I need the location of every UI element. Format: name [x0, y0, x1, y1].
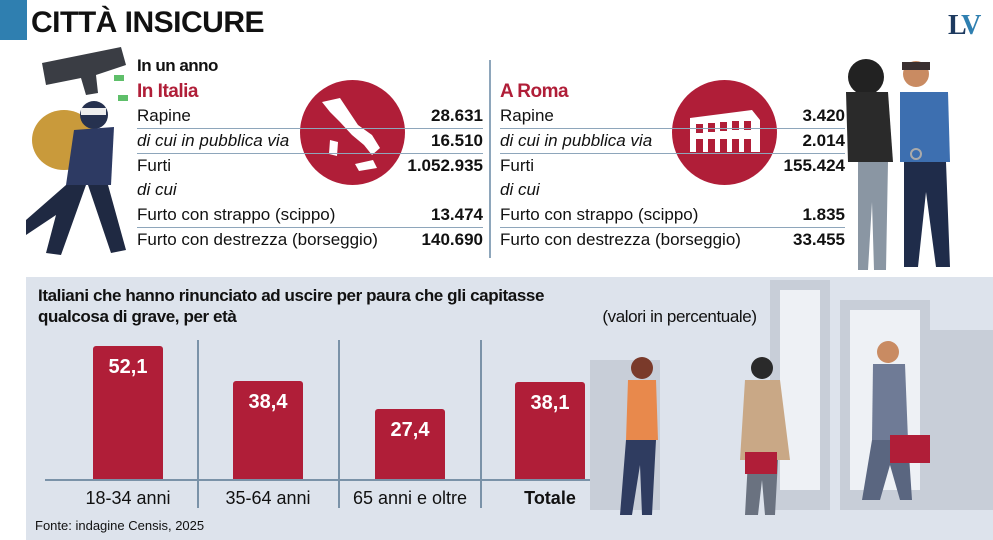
table-row: Furto con destrezza (borseggio) 140.690 [137, 228, 483, 253]
intro-label: In un anno [137, 56, 218, 75]
row-label: Furto con destrezza (borseggio) [137, 229, 378, 249]
row-label: di cui [137, 180, 177, 200]
category-label: 65 anni e oltre [352, 488, 468, 508]
businessman-figure [862, 341, 930, 500]
row-value: 140.690 [421, 229, 483, 249]
row-value: 1.052.935 [407, 155, 483, 175]
row-value: 16.510 [431, 130, 483, 150]
bar-1 [93, 346, 163, 479]
row-label: di cui [500, 180, 540, 200]
woman-figure [620, 357, 658, 515]
table-row: Furto con destrezza (borseggio) 33.455 [500, 228, 845, 253]
table-row: Furti 1.052.935 [137, 154, 483, 179]
category-divider [197, 340, 199, 508]
category-divider [338, 340, 340, 508]
x-axis [45, 479, 590, 481]
bar-2 [233, 381, 303, 479]
table-row: Furti 155.424 [500, 154, 845, 179]
row-label: di cui in pubblica via [137, 130, 290, 150]
page-title: CITTÀ INSICURE [31, 6, 265, 39]
man-figure [740, 357, 790, 515]
logo: LV [948, 10, 981, 41]
row-label: Furto con destrezza (borseggio) [500, 229, 741, 249]
table-row: di cui [500, 178, 845, 203]
roma-heading: A Roma [500, 81, 569, 102]
row-value: 2.014 [802, 130, 845, 150]
table-row: Furto con strappo (scippo) 1.835 [500, 203, 845, 228]
thief-illustration [26, 47, 128, 255]
bar-value-label: 52,1 [108, 356, 148, 379]
italy-map-icon [300, 80, 405, 185]
row-label: Rapine [500, 106, 554, 125]
gun-icon [42, 47, 126, 95]
table-row: di cui in pubblica via 16.510 [137, 129, 483, 154]
bar-value-label: 27,4 [390, 419, 430, 442]
bar-3 [375, 409, 445, 479]
city-commuters-illustration [590, 280, 993, 515]
chart-title-bold: Italiani che hanno rinunciato ad uscire … [38, 286, 545, 326]
chart-panel [26, 277, 993, 540]
table-row: Rapine 3.420 [500, 104, 845, 129]
row-label: Furti [137, 155, 171, 175]
bar-4 [515, 381, 585, 479]
table-row: di cui [137, 178, 483, 203]
chart-subtitle: (valori in percentuale) [602, 307, 757, 326]
table-row: Rapine 28.631 [137, 104, 483, 129]
title-accent [0, 0, 27, 40]
colosseum-icon [672, 80, 777, 185]
row-value: 155.424 [783, 155, 845, 175]
arrest-illustration [846, 59, 950, 270]
bar-value-label: 38,1 [530, 391, 570, 414]
bar-value-label: 38,4 [248, 391, 288, 414]
row-value: 13.474 [431, 205, 483, 225]
section-divider [489, 60, 491, 258]
row-label: Furti [500, 155, 534, 175]
table-row: Furto con strappo (scippo) 13.474 [137, 203, 483, 228]
roma-table: Rapine 3.420 di cui in pubblica via 2.014 … [500, 104, 845, 253]
row-label: Furto con strappo (scippo) [137, 205, 336, 225]
row-value: 1.835 [802, 205, 845, 225]
category-label: 18-34 anni [85, 488, 171, 508]
row-label: di cui in pubblica via [500, 130, 653, 150]
row-label: Rapine [137, 106, 191, 125]
row-value: 3.420 [802, 106, 845, 125]
source-note: Fonte: indagine Censis, 2025 [35, 518, 205, 533]
category-divider [480, 340, 482, 508]
italia-table: Rapine 28.631 di cui in pubblica via 16.51… [137, 104, 483, 253]
row-value: 28.631 [431, 106, 483, 125]
category-label: 35-64 anni [225, 488, 311, 508]
table-row: di cui in pubblica via 2.014 [500, 129, 845, 154]
row-value: 33.455 [793, 229, 845, 249]
category-label: Totale [524, 488, 576, 508]
handcuffs-icon [910, 148, 922, 160]
row-label: Furto con strappo (scippo) [500, 205, 699, 225]
italia-heading: In Italia [137, 81, 198, 102]
chart-title: Italiani che hanno rinunciato ad uscire … [38, 285, 757, 327]
